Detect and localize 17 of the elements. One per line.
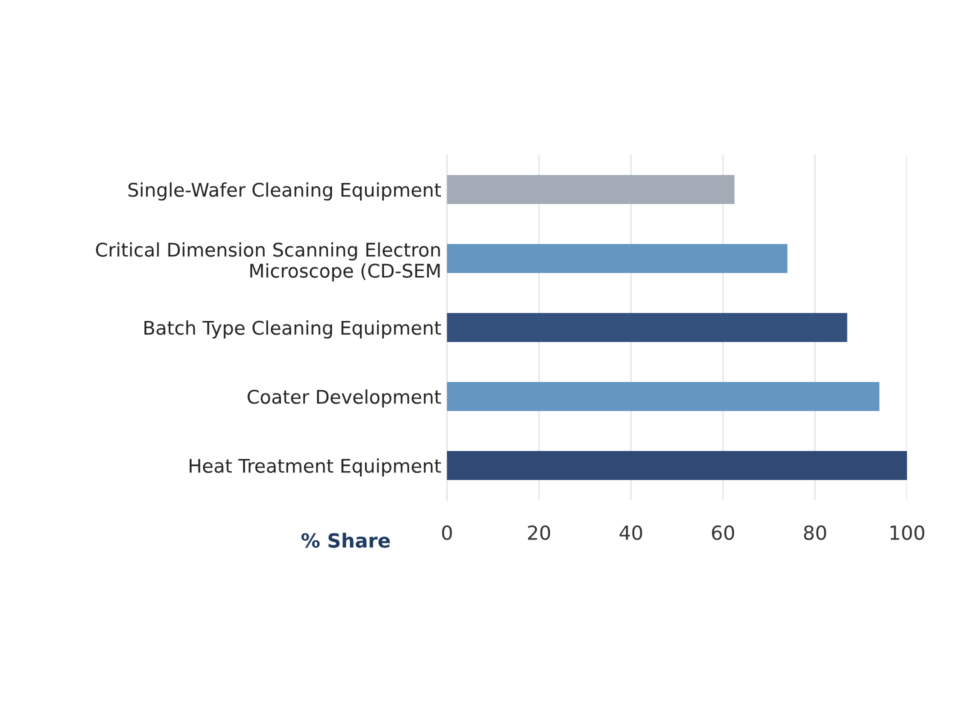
x-tick-label: 0: [442, 525, 452, 540]
y-tick-label: Batch Type Cleaning Equipment: [144, 320, 441, 339]
bar: [447, 382, 880, 411]
bar: [447, 244, 788, 273]
y-tick-label: Critical Dimension Scanning Electron Microscope (CD-SEM: [96, 242, 440, 282]
y-tick-label: Single-Wafer Cleaning Equipment: [128, 182, 441, 201]
x-tick-label: 80: [804, 525, 826, 540]
x-tick-label: 40: [620, 525, 642, 540]
x-axis-title: % Share: [301, 532, 390, 548]
y-tick-label: Heat Treatment Equipment: [190, 458, 441, 477]
bar: [447, 175, 734, 204]
x-tick-label: 100: [890, 525, 924, 540]
x-tick-label: 20: [528, 525, 550, 540]
y-tick-label: Coater Development: [248, 389, 441, 408]
bar: [447, 451, 907, 480]
bar: [447, 313, 848, 342]
x-tick-label: 60: [712, 525, 734, 540]
